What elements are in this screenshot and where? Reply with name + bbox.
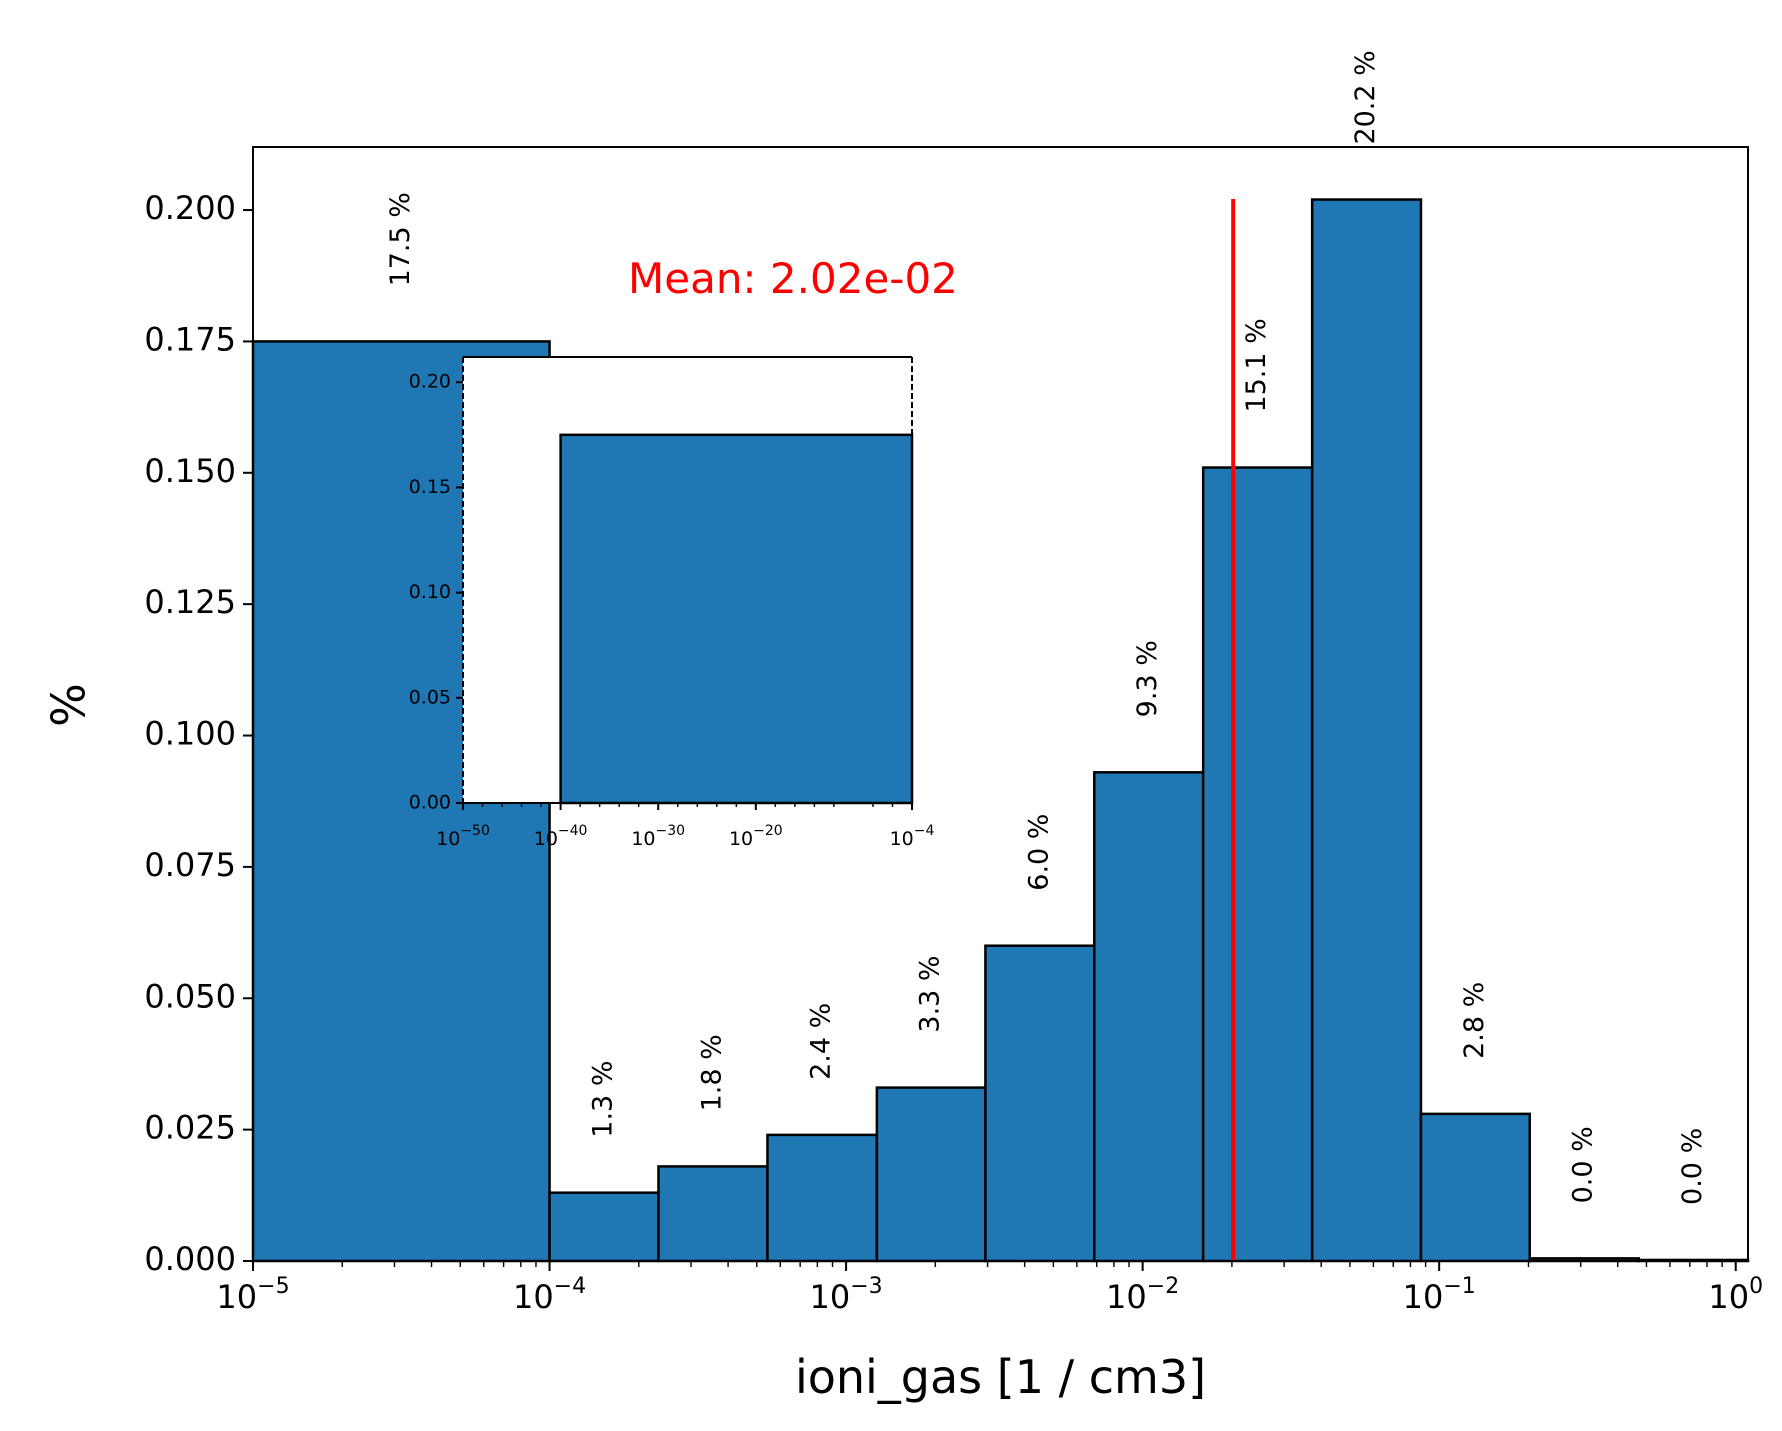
- bar-percent-label: 15.1 %: [1241, 318, 1272, 412]
- histogram-bar: [1201, 466, 1314, 1263]
- bar-percent-label: 0.0 %: [1677, 1128, 1708, 1205]
- x-tick-label: 10−1: [1403, 1274, 1476, 1316]
- x-tick-label: 10−2: [1106, 1274, 1179, 1316]
- inset-chart: 0.00 0.05 0.10 0.15 0.20 10−50 10−40 10−30 10−2…: [409, 356, 935, 850]
- y-tick-label: 0.025: [144, 1109, 236, 1147]
- bar-percent-label: 1.8 %: [696, 1034, 727, 1111]
- y-tick-label: 0.200: [144, 189, 236, 227]
- x-tick-label: 10−3: [810, 1274, 883, 1316]
- inset-y-tick-label: 0.15: [409, 476, 451, 498]
- y-tick-label: 0.000: [144, 1240, 236, 1278]
- inset-x-tick-label: 10−30: [631, 823, 685, 850]
- histogram-bar: [1310, 198, 1423, 1263]
- histogram-bar: [548, 1191, 660, 1263]
- histogram-bar: [1419, 1112, 1531, 1263]
- bar-percent-label: 17.5 %: [385, 192, 416, 286]
- inset-bars: [559, 433, 914, 805]
- y-axis-title: %: [42, 683, 96, 727]
- histogram-bar: [1093, 771, 1205, 1263]
- mean-indicator: Mean: 2.02e-02: [628, 199, 1236, 1261]
- bar-percent-label: 20.2 %: [1350, 50, 1381, 144]
- histogram-bar: [657, 1165, 769, 1263]
- bar-percent-label: 1.3 %: [588, 1061, 619, 1138]
- inset-y-tick-label: 0.05: [409, 686, 451, 708]
- bar-percent-label: 9.3 %: [1132, 640, 1163, 717]
- inset-x-tick-label: 10−20: [729, 823, 783, 850]
- x-axis-ticks: 10−5 10−4 10−3 10−2 10−1 100: [216, 1261, 1763, 1316]
- y-axis-ticks: 0.000 0.025 0.050 0.075 0.100 0.125 0.150 0.175…: [144, 189, 253, 1278]
- histogram-bar: [766, 1133, 879, 1263]
- y-tick-label: 0.150: [144, 452, 236, 490]
- x-tick-label: 10−4: [513, 1274, 586, 1316]
- histogram-bar: [875, 1086, 987, 1263]
- y-tick-label: 0.050: [144, 977, 236, 1015]
- inset-x-axis-ticks: 10−50 10−40 10−30 10−20 10−4: [436, 803, 935, 850]
- inset-y-tick-label: 0.10: [409, 581, 451, 603]
- inset-y-tick-label: 0.00: [409, 792, 451, 814]
- bar-percent-label: 2.8 %: [1459, 982, 1490, 1059]
- inset-x-tick-label: 10−40: [534, 823, 588, 850]
- histogram-bar: [984, 944, 1096, 1263]
- inset-frame: [462, 356, 913, 804]
- inset-x-tick-label: 10−4: [890, 823, 935, 850]
- y-tick-label: 0.125: [144, 583, 236, 621]
- y-tick-label: 0.100: [144, 715, 236, 753]
- inset-y-tick-label: 0.20: [409, 371, 451, 393]
- bar-percent-label: 2.4 %: [806, 1003, 837, 1080]
- inset-histogram-bar: [559, 433, 914, 805]
- mean-annotation: Mean: 2.02e-02: [628, 254, 958, 303]
- main-bar-labels: 17.5 % 1.3 % 1.8 % 2.4 % 3.3 % 6.0 % 9.3 % 15.1…: [385, 50, 1708, 1205]
- bar-percent-label: 6.0 %: [1023, 814, 1054, 891]
- bar-percent-label: 0.0 %: [1568, 1126, 1599, 1203]
- x-axis-title: ioni_gas [1 / cm3]: [795, 1350, 1206, 1404]
- inset-y-axis-ticks: 0.00 0.05 0.10 0.15 0.20: [409, 371, 463, 814]
- x-tick-label: 10−5: [216, 1274, 289, 1316]
- y-tick-label: 0.175: [144, 320, 236, 358]
- x-tick-label: 100: [1708, 1274, 1763, 1316]
- inset-x-tick-label: 10−50: [436, 823, 490, 850]
- y-tick-label: 0.075: [144, 846, 236, 884]
- bar-percent-label: 3.3 %: [915, 955, 946, 1032]
- plot-frame: [252, 146, 1749, 1262]
